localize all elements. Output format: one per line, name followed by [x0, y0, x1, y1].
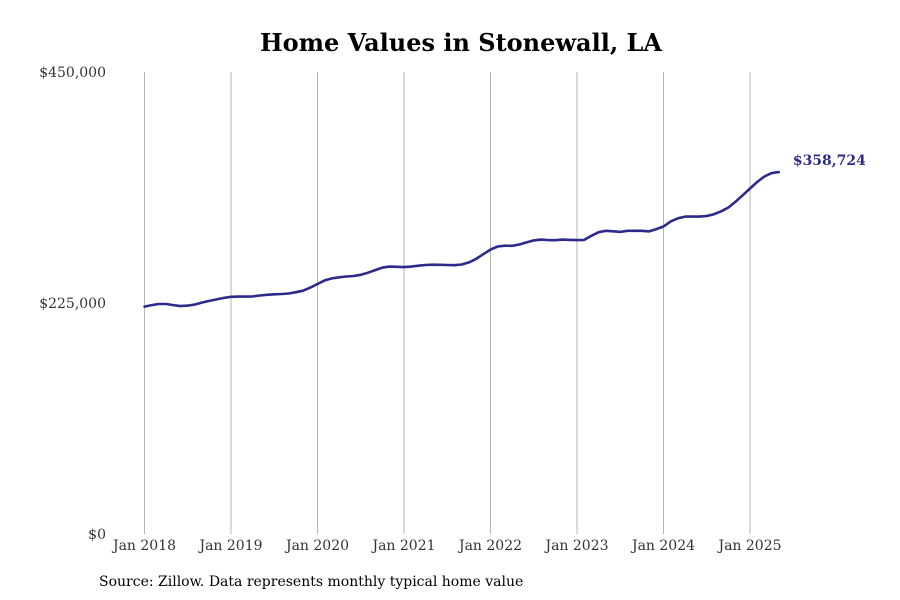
- chart-title: Home Values in Stonewall, LA: [259, 28, 663, 57]
- x-tick-label: Jan 2018: [111, 538, 176, 554]
- end-value-labels: $358,724: [793, 153, 866, 169]
- y-tick-label: $0: [88, 527, 106, 543]
- x-tick-label: Jan 2025: [716, 538, 781, 554]
- x-tick-label: Jan 2019: [197, 538, 262, 554]
- x-tick-label: Jan 2022: [457, 538, 522, 554]
- x-tick-label: Jan 2023: [543, 538, 608, 554]
- series-line: [143, 170, 781, 308]
- y-tick-label: $225,000: [39, 296, 106, 312]
- x-axis-tick-labels: Jan 2018 Jan 2019 Jan 2020 Jan 2021 Jan 2022…: [111, 538, 782, 554]
- x-tick-label: Jan 2021: [370, 538, 435, 554]
- x-tick-label: Jan 2024: [630, 538, 695, 554]
- source-note: Source: Zillow. Data represents monthly …: [99, 574, 524, 590]
- vertical-gridlines: [144, 72, 751, 534]
- end-value-label: $358,724: [793, 153, 866, 169]
- x-tick-label: Jan 2020: [284, 538, 349, 554]
- y-axis-tick-labels: $0 $225,000 $450,000: [39, 65, 106, 543]
- y-tick-label: $450,000: [39, 65, 106, 81]
- series-lines: [143, 170, 781, 308]
